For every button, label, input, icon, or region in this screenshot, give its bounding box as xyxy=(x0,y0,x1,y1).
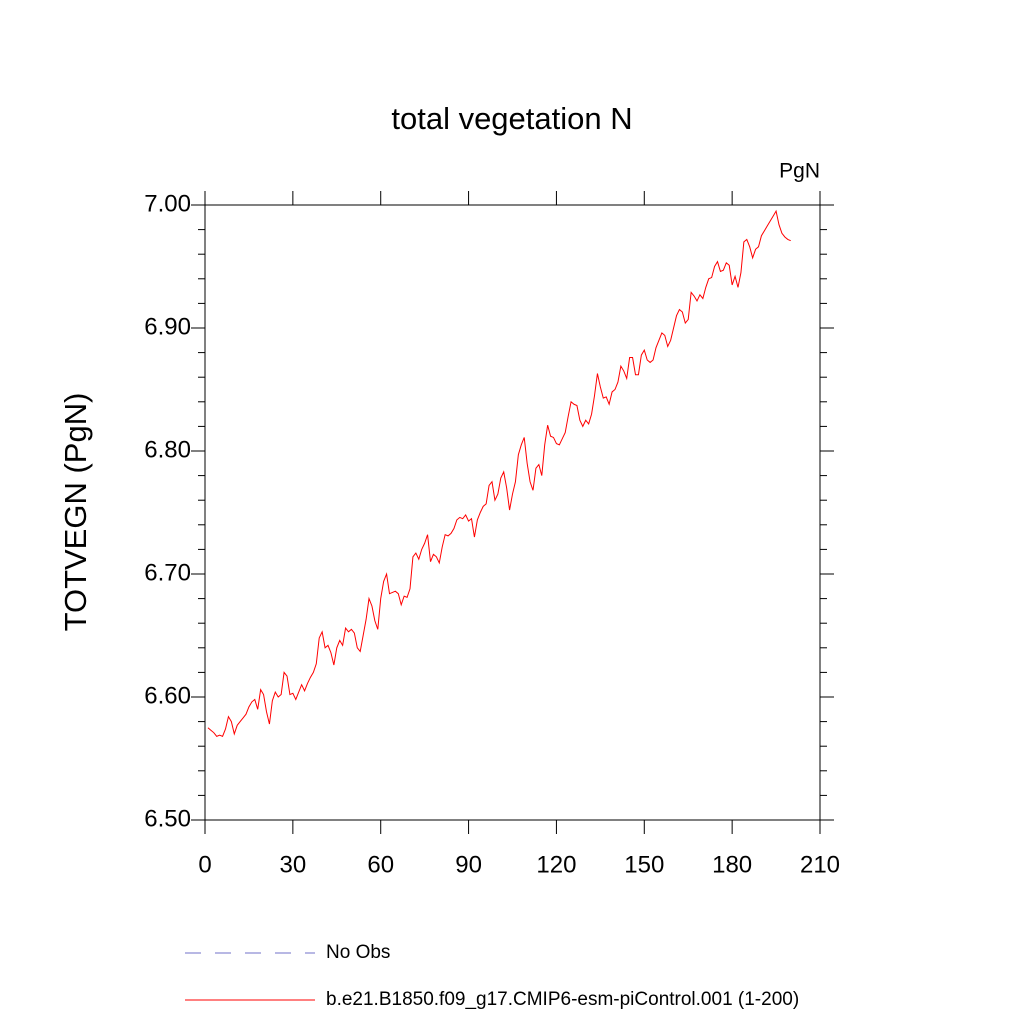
y-tick-label: 6.50 xyxy=(144,805,191,832)
y-tick-label: 6.60 xyxy=(144,682,191,709)
x-tick-label: 0 xyxy=(198,851,211,878)
legend-label: No Obs xyxy=(326,942,390,963)
legend-label: b.e21.B1850.f09_g17.CMIP6-esm-piControl.… xyxy=(326,989,799,1010)
x-tick-label: 150 xyxy=(624,851,664,878)
data-line xyxy=(207,209,791,738)
x-tick-label: 120 xyxy=(536,851,576,878)
x-tick-label: 30 xyxy=(280,851,307,878)
chart-title: total vegetation N xyxy=(391,101,632,136)
units-label: PgN xyxy=(779,160,820,183)
x-tick-label: 180 xyxy=(712,851,752,878)
y-tick-label: 6.70 xyxy=(144,559,191,586)
y-tick-label: 7.00 xyxy=(144,190,191,217)
y-axis-label: TOTVEGN (PgN) xyxy=(58,393,93,632)
x-tick-label: 90 xyxy=(455,851,482,878)
plot-frame xyxy=(204,204,821,821)
x-tick-label: 210 xyxy=(800,851,840,878)
y-tick-label: 6.90 xyxy=(144,313,191,340)
y-tick-label: 6.80 xyxy=(144,436,191,463)
x-tick-label: 60 xyxy=(367,851,394,878)
